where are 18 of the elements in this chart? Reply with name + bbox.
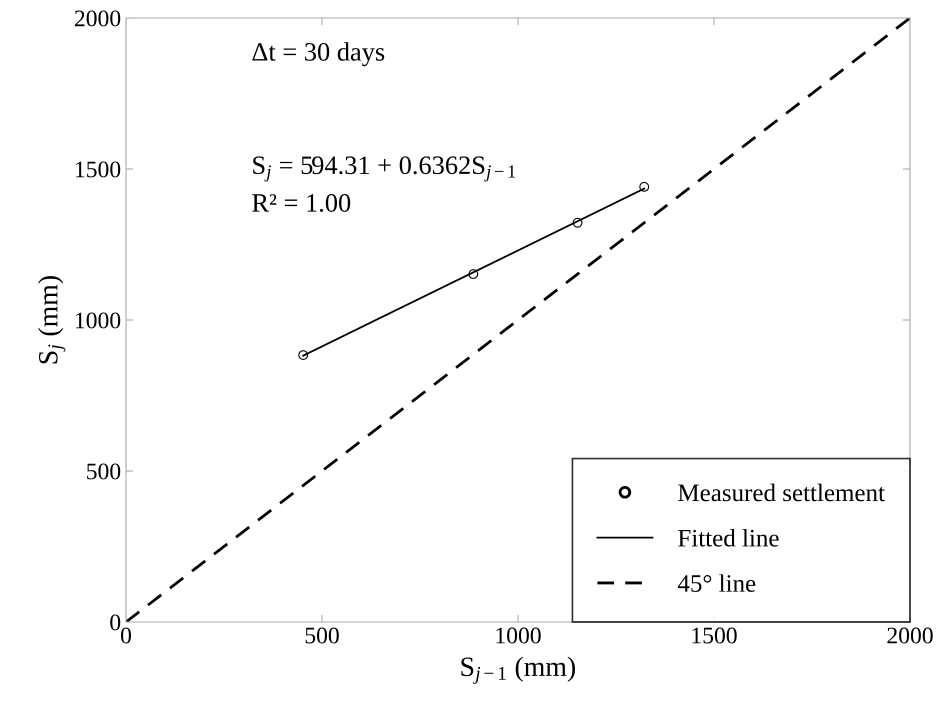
annotation: S$_{j}$ = 594.31 + 0.6362S$_{j−1}$ [253, 156, 516, 182]
x-tick-label: 500 [306, 628, 339, 644]
y-tick-label: 0 [110, 614, 120, 630]
x-axis-title: S$_{j−1}$ (mm) [461, 656, 575, 684]
y-tick-label: 1000 [76, 312, 120, 328]
legend-label: Measured settlement [678, 484, 885, 502]
x-tick-label: 0 [120, 628, 132, 644]
legend-label: 45° line [678, 574, 756, 592]
x-tick-label: 2000 [887, 628, 933, 644]
y-tick-label: 2000 [74, 10, 120, 26]
y-axis-title: S$_{j}$ (mm) [38, 276, 66, 364]
annotation: R² = 1.00 [252, 194, 350, 212]
y-tick-label: 500 [87, 463, 120, 480]
y-tick-label: 1500 [76, 161, 120, 178]
annotation: Δt = 30 days [252, 42, 384, 66]
x-tick-label: 1000 [496, 628, 541, 644]
x-tick-label: 1500 [692, 628, 737, 644]
legend-label: Fitted line [678, 529, 779, 547]
